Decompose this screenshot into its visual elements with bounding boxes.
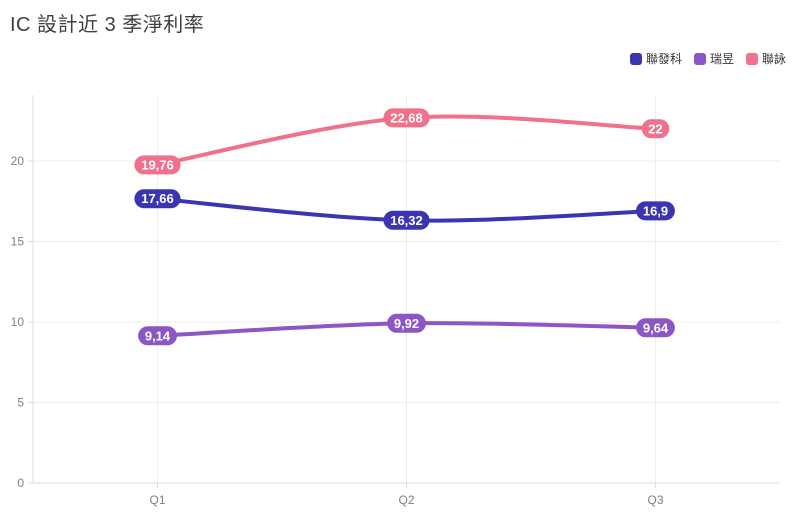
legend-item-novatek[interactable]: 聯詠 xyxy=(745,50,786,67)
legend-label-mediatek: 聯發科 xyxy=(645,52,682,66)
value-pill xyxy=(387,313,426,333)
value-pill-label: 16,32 xyxy=(390,213,423,228)
chart-title: IC 設計近 3 季淨利率 xyxy=(10,14,205,36)
data-point-聯詠-Q3[interactable]: 22 xyxy=(641,119,670,139)
data-point-瑞昱-Q2[interactable]: 9,92 xyxy=(387,313,426,333)
value-pill xyxy=(636,201,675,221)
data-point-聯發科-Q3[interactable]: 16,9 xyxy=(636,201,675,221)
value-pill-label: 22 xyxy=(648,121,662,136)
legend-swatch-mediatek xyxy=(629,52,642,65)
value-pill-label: 19,76 xyxy=(141,157,174,172)
y-axis-label: 0 xyxy=(17,476,24,490)
value-pill xyxy=(134,155,181,175)
legend: 聯發科 瑞昱 聯詠 xyxy=(629,50,786,67)
value-pill xyxy=(641,119,670,139)
value-pill xyxy=(636,318,675,338)
value-pill xyxy=(383,108,430,128)
value-pill-label: 9,64 xyxy=(643,320,669,335)
y-axis-label: 20 xyxy=(11,154,25,168)
value-pill xyxy=(134,189,181,209)
data-point-聯詠-Q2[interactable]: 22,68 xyxy=(383,108,430,128)
y-axis-label: 15 xyxy=(11,235,25,249)
y-axis-label: 5 xyxy=(17,396,24,410)
x-axis-label: Q1 xyxy=(149,493,165,507)
data-point-聯發科-Q2[interactable]: 16,32 xyxy=(383,210,430,230)
legend-swatch-novatek xyxy=(745,52,758,65)
y-axis-label: 10 xyxy=(11,315,25,329)
value-pill xyxy=(138,326,177,346)
value-pill-label: 9,14 xyxy=(145,328,171,343)
data-point-瑞昱-Q1[interactable]: 9,14 xyxy=(138,326,177,346)
value-pill-label: 17,66 xyxy=(141,191,174,206)
x-axis-label: Q2 xyxy=(398,493,414,507)
x-axis-label: Q3 xyxy=(647,493,663,507)
value-pill-label: 9,92 xyxy=(394,316,419,331)
value-pill-label: 16,9 xyxy=(643,203,668,218)
legend-item-realtek[interactable]: 瑞昱 xyxy=(693,50,734,67)
data-point-聯發科-Q1[interactable]: 17,66 xyxy=(134,189,181,209)
legend-label-novatek: 聯詠 xyxy=(761,52,786,66)
data-point-瑞昱-Q3[interactable]: 9,64 xyxy=(636,318,675,338)
legend-label-realtek: 瑞昱 xyxy=(709,52,734,66)
legend-item-mediatek[interactable]: 聯發科 xyxy=(629,50,682,67)
legend-swatch-realtek xyxy=(693,52,706,65)
value-pill-label: 22,68 xyxy=(390,110,423,125)
data-point-聯詠-Q1[interactable]: 19,76 xyxy=(134,155,181,175)
value-pill xyxy=(383,210,430,230)
